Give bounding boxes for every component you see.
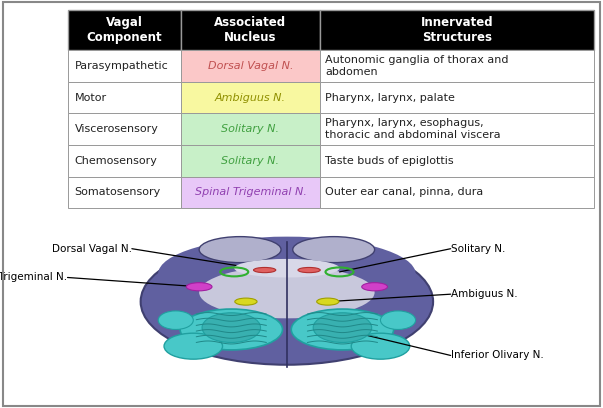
Ellipse shape <box>235 298 257 305</box>
Text: Taste buds of epiglottis: Taste buds of epiglottis <box>325 156 453 166</box>
Bar <box>68 50 181 82</box>
Ellipse shape <box>317 298 339 305</box>
Text: Spinal Trigeminal N.: Spinal Trigeminal N. <box>195 188 306 197</box>
Text: Inferior Olivary N.: Inferior Olivary N. <box>450 350 543 360</box>
Bar <box>320 50 594 82</box>
Bar <box>181 145 320 177</box>
Bar <box>320 113 594 145</box>
Bar <box>68 177 181 208</box>
Bar <box>181 10 320 50</box>
Bar <box>68 82 181 113</box>
Ellipse shape <box>291 309 394 350</box>
Ellipse shape <box>253 268 276 273</box>
Bar <box>320 10 594 50</box>
Ellipse shape <box>362 283 388 291</box>
Text: Pharynx, larynx, esophagus,
thoracic and abdominal viscera: Pharynx, larynx, esophagus, thoracic and… <box>325 118 500 140</box>
Bar <box>320 82 594 113</box>
Text: Somatosensory: Somatosensory <box>75 188 161 197</box>
Text: Innervated
Structures: Innervated Structures <box>421 16 493 44</box>
Text: Chemosensory: Chemosensory <box>75 156 157 166</box>
Text: Solitary N.: Solitary N. <box>221 156 279 166</box>
Text: Ambiguus N.: Ambiguus N. <box>215 93 286 102</box>
Bar <box>181 113 320 145</box>
Bar <box>320 145 594 177</box>
Ellipse shape <box>351 333 409 359</box>
Text: Spinal Trigeminal N.: Spinal Trigeminal N. <box>0 273 68 282</box>
Ellipse shape <box>158 311 194 330</box>
Ellipse shape <box>186 283 212 291</box>
Bar <box>68 113 181 145</box>
Text: Associated
Nucleus: Associated Nucleus <box>215 16 286 44</box>
Ellipse shape <box>158 237 415 311</box>
Bar <box>68 145 181 177</box>
Ellipse shape <box>199 237 281 263</box>
Text: Pharynx, larynx, palate: Pharynx, larynx, palate <box>325 93 455 102</box>
Text: Solitary N.: Solitary N. <box>221 124 279 134</box>
Ellipse shape <box>199 266 374 318</box>
Text: Dorsal Vagal N.: Dorsal Vagal N. <box>207 61 293 71</box>
Ellipse shape <box>292 237 374 263</box>
Ellipse shape <box>313 313 371 342</box>
Text: Motor: Motor <box>75 93 107 102</box>
Bar <box>181 177 320 208</box>
Ellipse shape <box>202 313 260 342</box>
Text: Outer ear canal, pinna, dura: Outer ear canal, pinna, dura <box>325 188 483 197</box>
Bar <box>68 10 181 50</box>
Text: Autonomic ganglia of thorax and
abdomen: Autonomic ganglia of thorax and abdomen <box>325 55 508 77</box>
Ellipse shape <box>164 333 223 359</box>
Bar <box>320 177 594 208</box>
Text: Dorsal Vagal N.: Dorsal Vagal N. <box>52 244 132 254</box>
Text: Vagal
Component: Vagal Component <box>86 16 162 44</box>
Ellipse shape <box>380 311 415 330</box>
Ellipse shape <box>298 268 320 273</box>
Bar <box>181 50 320 82</box>
Ellipse shape <box>140 239 433 365</box>
Bar <box>181 82 320 113</box>
Text: Solitary N.: Solitary N. <box>450 244 505 254</box>
Ellipse shape <box>180 309 282 350</box>
Text: Parasympathetic: Parasympathetic <box>75 61 168 71</box>
Text: Ambiguus N.: Ambiguus N. <box>450 289 517 299</box>
Ellipse shape <box>234 259 339 277</box>
Text: Viscerosensory: Viscerosensory <box>75 124 159 134</box>
